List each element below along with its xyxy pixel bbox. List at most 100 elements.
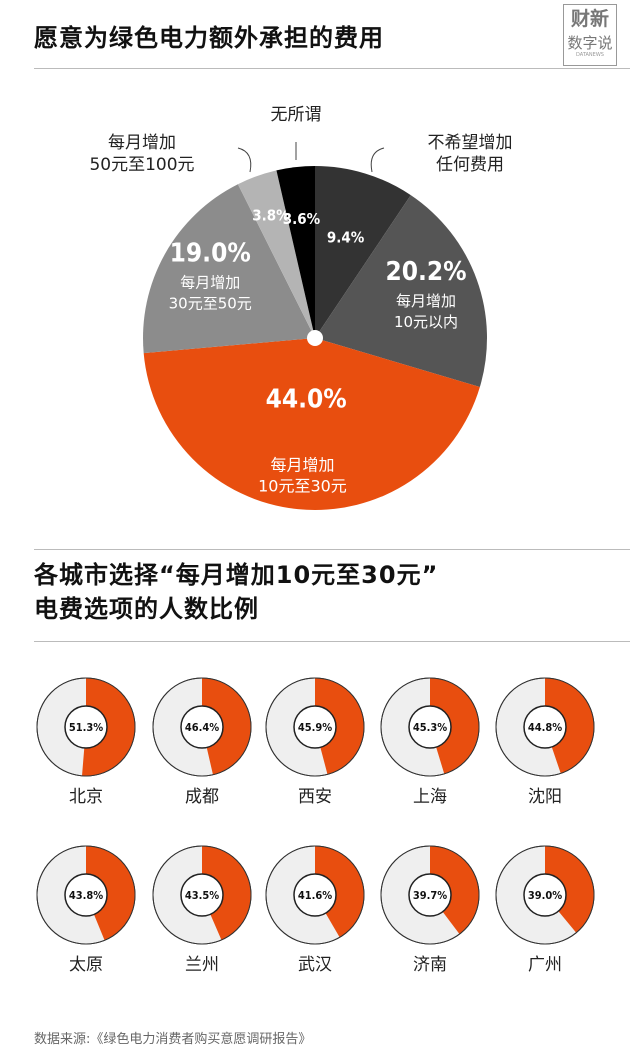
city-name: 兰州 — [185, 955, 219, 975]
donut-chart: 39.0% — [495, 845, 595, 945]
donut-outline — [495, 845, 595, 945]
donut-chart: 41.6% — [265, 845, 365, 945]
donut-hole — [408, 705, 452, 749]
section2-title-line2: 电费选项的人数比例 — [34, 595, 259, 623]
pie-outside-label: 无所谓 — [271, 105, 322, 125]
donut-percent: 45.3% — [413, 721, 447, 734]
donut-hole — [180, 705, 224, 749]
donut-hole — [523, 873, 567, 917]
donut-chart: 51.3% — [36, 677, 136, 777]
city-donut: 39.0% 广州 — [495, 845, 595, 975]
donut-outline — [36, 677, 136, 777]
pie-slice-percent: 3.6% — [283, 210, 321, 228]
pie-slice-percent: 19.0% — [170, 239, 251, 269]
donut-arc — [430, 678, 480, 774]
city-donut: 46.4% 成都 — [152, 677, 252, 807]
donut-arc — [430, 846, 479, 935]
donut-arc — [202, 678, 251, 775]
pie-slice — [143, 184, 315, 354]
donut-percent: 43.5% — [185, 889, 219, 902]
donut-percent: 44.8% — [528, 721, 562, 734]
pie-slice-label: 每月增加 — [396, 292, 456, 310]
donut-hole — [293, 873, 337, 917]
section2-title-line1: 各城市选择“每月增加10元至30元” — [34, 561, 439, 589]
donut-outline — [380, 845, 480, 945]
donut-chart: 45.9% — [265, 677, 365, 777]
donut-arc — [315, 846, 364, 938]
city-donut: 43.5% 兰州 — [152, 845, 252, 975]
pie-outside-label: 任何费用 — [436, 155, 504, 175]
pie-slice — [315, 195, 488, 388]
donut-percent: 41.6% — [298, 889, 332, 902]
logo-line2: 数字说 — [567, 34, 613, 52]
city-name: 广州 — [528, 955, 562, 975]
city-donut: 51.3% 北京 — [36, 677, 136, 807]
pie-outside-label: 50元至100元 — [89, 155, 194, 175]
donut-hole — [293, 705, 337, 749]
donut-arc — [86, 846, 136, 941]
donut-outline — [152, 677, 252, 777]
leader-line — [237, 147, 252, 173]
donut-arc — [545, 678, 595, 774]
donut-arc — [315, 678, 364, 775]
donut-percent: 46.4% — [185, 721, 219, 734]
city-name: 太原 — [69, 955, 103, 975]
pie-outside-label: 不希望增加 — [428, 133, 513, 153]
donut-hole — [180, 873, 224, 917]
donut-chart: 43.8% — [36, 845, 136, 945]
pie-slice-percent: 9.4% — [327, 229, 365, 247]
pie-slice-label: 10元以内 — [394, 313, 458, 331]
donut-arc — [202, 846, 251, 940]
donut-percent: 39.7% — [413, 889, 447, 902]
section2-divider — [34, 641, 630, 642]
donut-hole — [523, 705, 567, 749]
city-donut: 43.8% 太原 — [36, 845, 136, 975]
city-donut: 41.6% 武汉 — [265, 845, 365, 975]
city-name: 北京 — [69, 787, 103, 807]
caixin-logo: 财新 数字说 DATANEWS — [563, 4, 617, 66]
donut-percent: 51.3% — [69, 721, 103, 734]
source-note: 数据来源:《绿色电力消费者购买意愿调研报告》 — [34, 1032, 312, 1047]
donut-arc — [545, 846, 595, 933]
donut-chart: 43.5% — [152, 845, 252, 945]
donut-chart: 46.4% — [152, 677, 252, 777]
pie-slice — [276, 166, 315, 338]
donut-percent: 43.8% — [69, 889, 103, 902]
donut-outline — [265, 677, 365, 777]
pie-slice-percent: 3.8% — [252, 207, 290, 225]
city-donut: 45.9% 西安 — [265, 677, 365, 807]
donut-hole — [408, 873, 452, 917]
pie-slice-percent: 20.2% — [385, 257, 466, 287]
pie-outside-label: 每月增加 — [108, 133, 176, 153]
city-donut: 39.7% 济南 — [380, 845, 480, 975]
pie-slice — [237, 170, 315, 338]
pie-slice-label: 每月增加 — [270, 455, 334, 474]
city-donut: 44.8% 沈阳 — [495, 677, 595, 807]
leader-line — [370, 147, 385, 173]
city-name: 沈阳 — [528, 787, 562, 807]
city-name: 成都 — [185, 787, 219, 807]
pie-slice-label: 30元至50元 — [169, 295, 252, 313]
city-name: 西安 — [298, 787, 332, 807]
page-title: 愿意为绿色电力额外承担的费用 — [34, 24, 384, 52]
donut-outline — [380, 677, 480, 777]
logo-line3: DATANEWS — [576, 52, 604, 58]
section2-title: 各城市选择“每月增加10元至30元” 电费选项的人数比例 — [34, 558, 438, 626]
title-divider — [34, 68, 630, 69]
pie-slice-label: 每月增加 — [180, 274, 240, 292]
pie-slice-label: 10元至30元 — [258, 476, 347, 495]
donut-hole — [64, 705, 108, 749]
city-name: 武汉 — [298, 955, 332, 975]
city-donut: 45.3% 上海 — [380, 677, 480, 807]
donut-percent: 39.0% — [528, 889, 562, 902]
donut-arc — [82, 678, 135, 776]
pie-slice-percent: 44.0% — [266, 385, 347, 415]
section-divider — [34, 549, 630, 550]
pie-slice — [143, 338, 480, 510]
pie-slice — [315, 166, 411, 338]
donut-chart: 39.7% — [380, 845, 480, 945]
logo-line1: 财新 — [570, 8, 609, 30]
city-name: 上海 — [413, 787, 447, 807]
donut-percent: 45.9% — [298, 721, 332, 734]
